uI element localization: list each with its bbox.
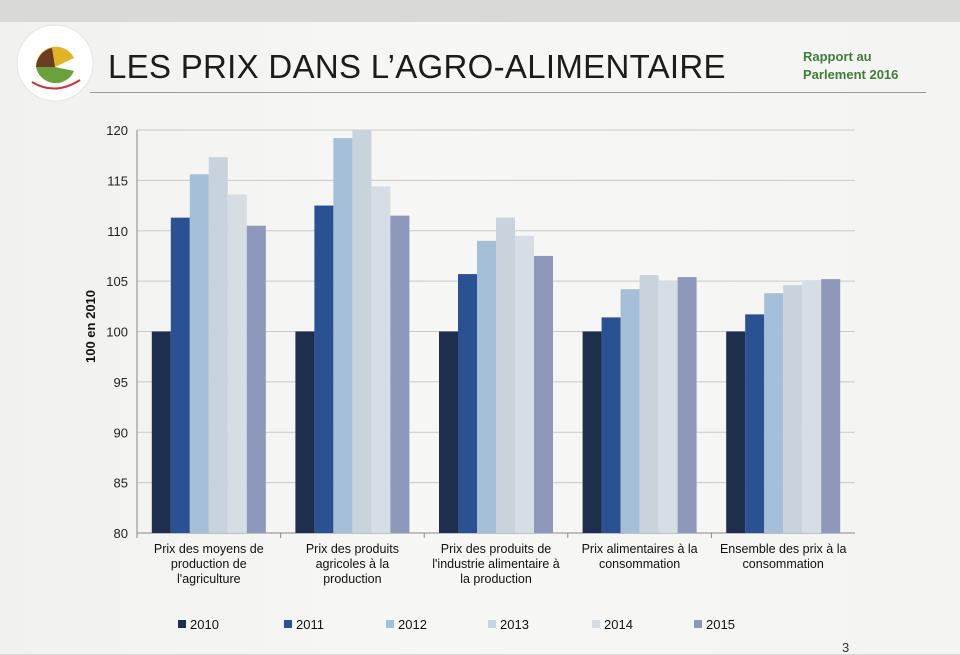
- bar-2013-5: [783, 285, 803, 533]
- report-line-1: Rapport au: [803, 49, 872, 64]
- bar-2015-3: [534, 255, 553, 533]
- x-category-label: Ensemble des prix à la consommation: [720, 542, 847, 571]
- legend-swatch-2013: [488, 620, 496, 628]
- y-axis-title: 100 en 2010: [83, 290, 98, 363]
- title-divider: [90, 92, 926, 93]
- bar-2014-3: [515, 235, 534, 533]
- bar-2012-5: [764, 293, 784, 533]
- legend-swatch-2011: [284, 620, 292, 628]
- bar-2014-4: [658, 281, 678, 533]
- x-category-label: Prix des produits de l'industrie alimenta…: [432, 542, 559, 586]
- observatoire-logo: [16, 24, 94, 102]
- slide-title: LES PRIX DANS L’AGRO-ALIMENTAIRE: [108, 48, 726, 85]
- x-category-label: Prix des produits agricoles à la productio…: [306, 542, 399, 586]
- bar-2014-5: [802, 280, 822, 533]
- legend-label-2010: 2010: [190, 617, 219, 632]
- y-tick-label: 85: [114, 476, 128, 491]
- bar-2015-2: [390, 215, 410, 533]
- y-tick-label: 100: [106, 325, 128, 340]
- bar-2013-2: [352, 130, 372, 533]
- y-tick-label: 120: [106, 123, 128, 138]
- bar-2010-2: [295, 331, 315, 533]
- bar-2011-5: [745, 314, 765, 533]
- y-tick-label: 110: [107, 224, 128, 239]
- bar-2011-2: [314, 205, 334, 533]
- bar-2010-4: [582, 331, 602, 533]
- legend-label-2013: 2013: [500, 617, 529, 632]
- bar-2012-3: [477, 240, 496, 533]
- legend-label-2011: 2011: [296, 617, 324, 632]
- bar-2011-1: [170, 217, 190, 533]
- y-tick-label: 90: [114, 425, 128, 440]
- legend-swatch-2010: [178, 620, 186, 628]
- bar-2013-4: [639, 275, 659, 533]
- legend-label-2014: 2014: [604, 617, 633, 632]
- x-category-label: Prix alimentaires à la consommation: [582, 542, 698, 571]
- page-number: 3: [842, 640, 850, 655]
- legend-swatch-2015: [694, 620, 702, 628]
- report-line-2: Parlement 2016: [803, 67, 899, 82]
- bar-2012-1: [189, 174, 209, 533]
- bar-2015-1: [246, 225, 266, 533]
- bar-2012-2: [333, 138, 353, 533]
- bar-2011-3: [458, 274, 477, 533]
- bar-2010-1: [151, 331, 171, 533]
- y-tick-label: 80: [114, 526, 128, 541]
- legend-label-2015: 2015: [706, 617, 735, 632]
- bar-2010-5: [726, 331, 746, 533]
- bar-2014-2: [371, 186, 391, 534]
- bar-2015-5: [821, 279, 841, 533]
- bar-2013-1: [208, 157, 228, 533]
- bar-2010-3: [439, 331, 458, 533]
- bar-2014-1: [227, 194, 247, 534]
- legend-swatch-2014: [592, 620, 600, 628]
- y-tick-label: 105: [106, 274, 128, 289]
- legend-swatch-2012: [386, 620, 394, 628]
- legend-label-2012: 2012: [398, 617, 427, 632]
- bar-2013-3: [496, 217, 515, 533]
- x-category-label: Prix des moyens de production de l'agricul…: [154, 542, 264, 586]
- y-tick-label: 115: [107, 173, 128, 188]
- bar-2011-4: [601, 317, 621, 533]
- bar-2012-4: [620, 289, 640, 533]
- report-label: Rapport au Parlement 2016: [803, 48, 923, 84]
- y-tick-label: 95: [114, 375, 128, 390]
- bar-2015-4: [677, 277, 697, 533]
